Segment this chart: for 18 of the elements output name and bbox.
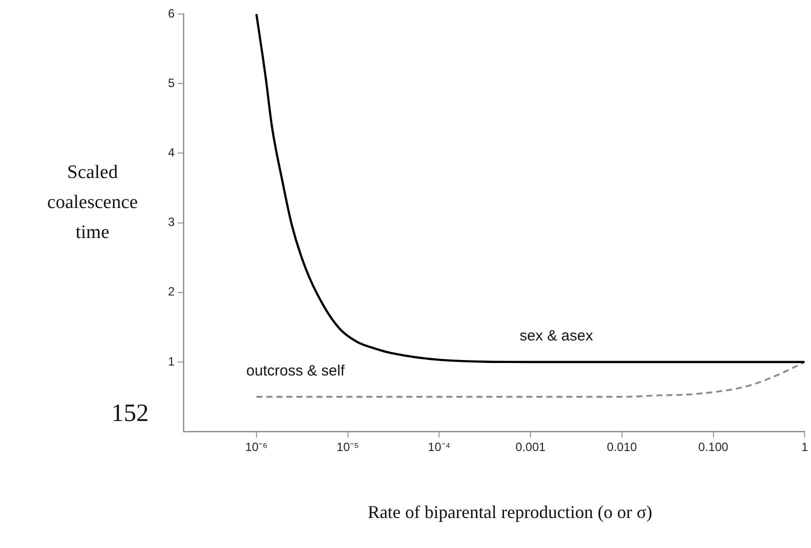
x-tick-label: 0.001 xyxy=(516,440,546,454)
x-tick-label: 10⁻⁴ xyxy=(428,440,450,454)
y-tick-label: 6 xyxy=(168,6,175,20)
x-tick-label: 0.100 xyxy=(698,440,729,454)
y-axis-title: Scaled coalescence time xyxy=(46,161,139,245)
series-label: sex & asex xyxy=(520,328,594,345)
x-axis-title: Rate of biparental reproduction (o or σ) xyxy=(366,502,654,523)
y-tick-label: 5 xyxy=(168,76,175,90)
y-tick-label: 2 xyxy=(168,284,175,299)
series-label: outcross & self xyxy=(246,362,346,380)
x-tick-label: 10⁻⁵ xyxy=(336,440,359,454)
text: 152 xyxy=(110,400,150,428)
y-tick-label: 3 xyxy=(168,215,175,230)
y-tick-label: 4 xyxy=(168,146,175,160)
x-tick-label: 1 xyxy=(801,440,808,454)
x-tick-label: 10⁻⁶ xyxy=(245,440,268,454)
x-tick-label: 0.010 xyxy=(606,440,638,454)
y-tick-label: 1 xyxy=(168,354,175,368)
